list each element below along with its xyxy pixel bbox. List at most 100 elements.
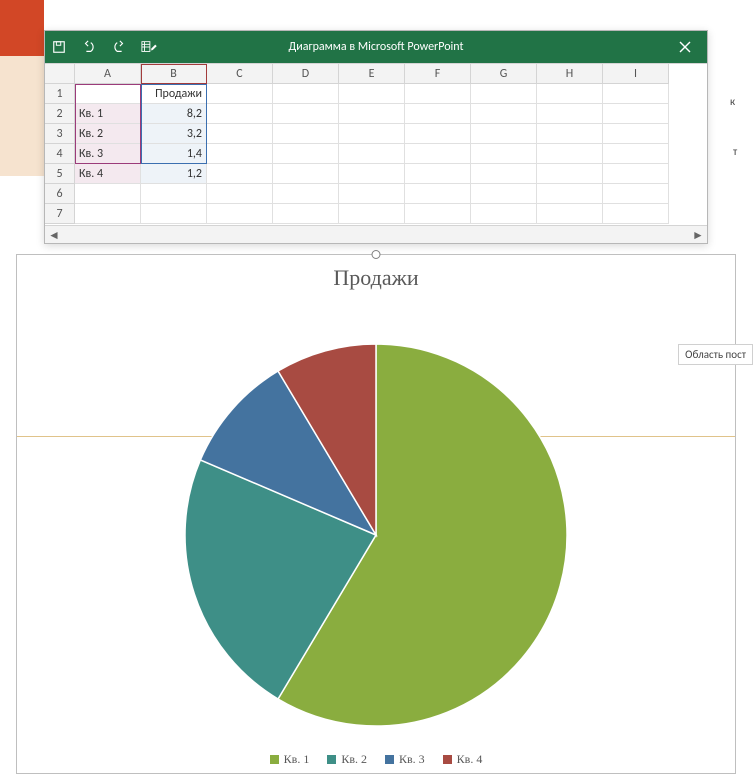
pie-chart[interactable] xyxy=(185,344,567,726)
cell[interactable] xyxy=(603,204,669,224)
cell[interactable] xyxy=(603,184,669,204)
row-header[interactable]: 3 xyxy=(45,124,75,144)
save-icon[interactable] xyxy=(51,39,67,55)
chart-title[interactable]: Продажи xyxy=(17,265,735,291)
cell[interactable] xyxy=(471,124,537,144)
scroll-left-button[interactable]: ◄ xyxy=(45,227,63,243)
undo-icon[interactable] xyxy=(81,39,97,55)
cell[interactable] xyxy=(75,84,141,104)
cell[interactable] xyxy=(537,124,603,144)
cell[interactable] xyxy=(75,204,141,224)
cell[interactable] xyxy=(339,184,405,204)
column-header[interactable]: G xyxy=(471,64,537,84)
scroll-right-button[interactable]: ► xyxy=(689,227,707,243)
column-header[interactable]: A xyxy=(75,64,141,84)
column-header[interactable]: I xyxy=(603,64,669,84)
cell[interactable] xyxy=(207,144,273,164)
cell[interactable] xyxy=(405,144,471,164)
cell[interactable] xyxy=(273,124,339,144)
cell[interactable] xyxy=(207,124,273,144)
cell[interactable] xyxy=(207,84,273,104)
legend-item[interactable]: Кв. 3 xyxy=(385,752,425,767)
column-header[interactable]: B xyxy=(141,64,207,84)
cell[interactable] xyxy=(273,84,339,104)
edit-data-icon[interactable] xyxy=(141,39,157,55)
cell[interactable] xyxy=(339,124,405,144)
row-header[interactable]: 6 xyxy=(45,184,75,204)
legend-item[interactable]: Кв. 1 xyxy=(270,752,310,767)
cell[interactable] xyxy=(405,184,471,204)
cell[interactable] xyxy=(471,184,537,204)
cell[interactable] xyxy=(339,164,405,184)
cell[interactable] xyxy=(537,144,603,164)
cell[interactable]: 3,2 xyxy=(141,124,207,144)
row-header[interactable]: 5 xyxy=(45,164,75,184)
column-header[interactable]: E xyxy=(339,64,405,84)
column-header[interactable]: H xyxy=(537,64,603,84)
cell[interactable] xyxy=(405,124,471,144)
cell[interactable] xyxy=(207,184,273,204)
column-header[interactable]: D xyxy=(273,64,339,84)
cell[interactable] xyxy=(339,144,405,164)
cell[interactable] xyxy=(471,144,537,164)
chart-legend[interactable]: Кв. 1 Кв. 2 Кв. 3 Кв. 4 xyxy=(17,752,735,767)
cell[interactable] xyxy=(141,204,207,224)
cell[interactable] xyxy=(603,144,669,164)
cell[interactable] xyxy=(537,104,603,124)
close-button[interactable] xyxy=(663,31,707,63)
cell[interactable] xyxy=(471,84,537,104)
cell[interactable] xyxy=(603,164,669,184)
cell[interactable] xyxy=(207,204,273,224)
cell[interactable] xyxy=(339,204,405,224)
cell[interactable]: Кв. 2 xyxy=(75,124,141,144)
cell[interactable] xyxy=(141,184,207,204)
cell[interactable] xyxy=(405,164,471,184)
cell[interactable]: Продажи xyxy=(141,84,207,104)
column-header[interactable]: C xyxy=(207,64,273,84)
cell[interactable] xyxy=(273,144,339,164)
window-title: Диаграмма в Microsoft PowerPoint xyxy=(289,40,464,54)
resize-handle-top[interactable] xyxy=(372,250,381,259)
cell[interactable] xyxy=(471,204,537,224)
cell[interactable] xyxy=(537,84,603,104)
row-header[interactable]: 2 xyxy=(45,104,75,124)
cell[interactable]: Кв. 4 xyxy=(75,164,141,184)
cell[interactable]: 1,2 xyxy=(141,164,207,184)
cell[interactable] xyxy=(471,164,537,184)
row-header[interactable]: 1 xyxy=(45,84,75,104)
cell[interactable] xyxy=(405,204,471,224)
cell[interactable] xyxy=(405,84,471,104)
cell[interactable] xyxy=(207,104,273,124)
cell[interactable] xyxy=(537,204,603,224)
legend-item[interactable]: Кв. 4 xyxy=(443,752,483,767)
row-header[interactable]: 7 xyxy=(45,204,75,224)
cell[interactable] xyxy=(273,184,339,204)
horizontal-scrollbar[interactable]: ◄ ► xyxy=(45,225,707,243)
cell[interactable] xyxy=(339,104,405,124)
cell[interactable] xyxy=(405,104,471,124)
cell[interactable] xyxy=(75,184,141,204)
select-all-corner[interactable] xyxy=(45,64,75,84)
row-header[interactable]: 4 xyxy=(45,144,75,164)
redo-icon[interactable] xyxy=(111,39,127,55)
column-header[interactable]: F xyxy=(405,64,471,84)
cell[interactable] xyxy=(537,184,603,204)
chart-object[interactable]: Продажи Кв. 1 Кв. 2 Кв. 3 Кв. 4 xyxy=(16,254,736,774)
cell[interactable]: 8,2 xyxy=(141,104,207,124)
cell[interactable] xyxy=(471,104,537,124)
cell[interactable]: 1,4 xyxy=(141,144,207,164)
cell[interactable] xyxy=(339,84,405,104)
cell[interactable] xyxy=(273,204,339,224)
cell[interactable] xyxy=(603,104,669,124)
spreadsheet[interactable]: ABCDEFGHI 1 Продажи 2Кв. 18,2 3Кв. 23,2 4Кв. … xyxy=(45,63,707,225)
titlebar[interactable]: Диаграмма в Microsoft PowerPoint xyxy=(45,31,707,63)
cell[interactable]: Кв. 1 xyxy=(75,104,141,124)
cell[interactable] xyxy=(273,104,339,124)
cell[interactable]: Кв. 3 xyxy=(75,144,141,164)
cell[interactable] xyxy=(537,164,603,184)
cell[interactable] xyxy=(603,124,669,144)
cell[interactable] xyxy=(207,164,273,184)
cell[interactable] xyxy=(603,84,669,104)
legend-item[interactable]: Кв. 2 xyxy=(327,752,367,767)
cell[interactable] xyxy=(273,164,339,184)
